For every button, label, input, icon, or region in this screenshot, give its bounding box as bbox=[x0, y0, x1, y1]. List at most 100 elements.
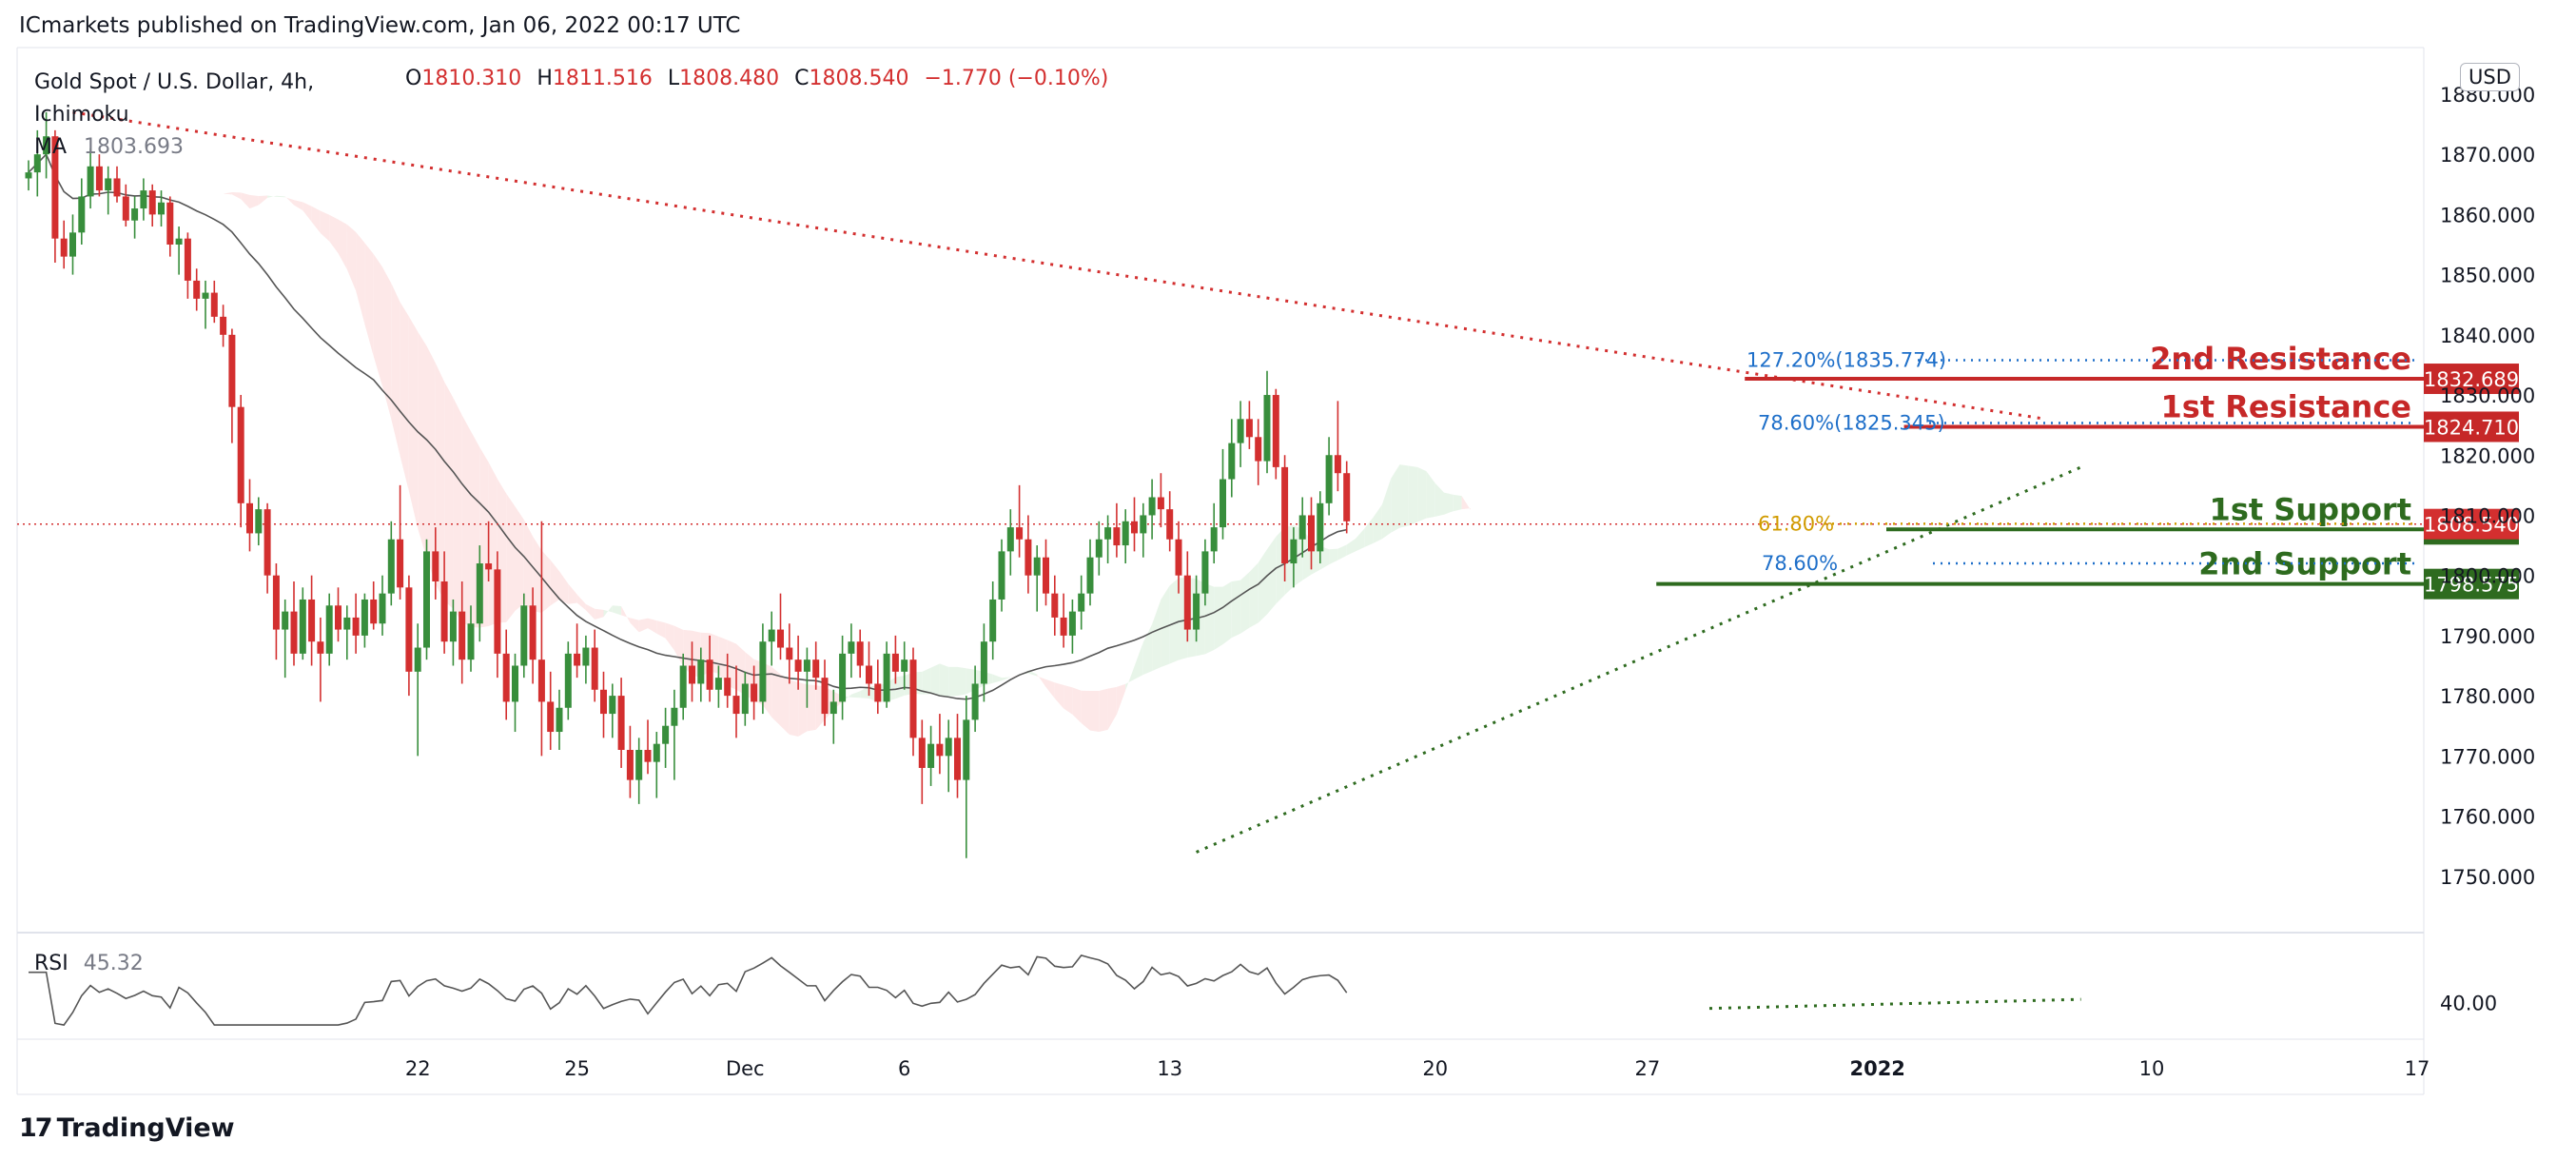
ma-row[interactable]: MA 1803.693 bbox=[34, 131, 314, 164]
candle-body bbox=[405, 587, 413, 672]
cloud-segment bbox=[453, 397, 462, 622]
candlesticks bbox=[25, 111, 1351, 858]
candle bbox=[732, 665, 740, 738]
candle bbox=[529, 587, 537, 684]
cloud-segment bbox=[1356, 528, 1365, 552]
candle bbox=[78, 178, 86, 245]
candle bbox=[105, 166, 112, 215]
ichimoku-label[interactable]: Ichimoku bbox=[34, 103, 129, 127]
candle bbox=[821, 659, 829, 726]
candle bbox=[1183, 551, 1191, 642]
candle-body bbox=[998, 551, 1005, 600]
cloud-segment bbox=[850, 691, 861, 699]
candle-body bbox=[1113, 527, 1121, 546]
rsi-legend[interactable]: RSI 45.32 bbox=[34, 952, 144, 975]
candle bbox=[449, 599, 457, 666]
candle-body bbox=[1175, 539, 1182, 576]
cloud-segment bbox=[576, 594, 586, 611]
candle bbox=[1122, 509, 1129, 564]
candle-body bbox=[1220, 479, 1226, 528]
candle bbox=[308, 575, 316, 666]
candle bbox=[60, 220, 68, 269]
cloud-segment bbox=[895, 676, 905, 699]
cloud-segment bbox=[1461, 496, 1471, 510]
candle-body bbox=[1086, 557, 1094, 594]
candle bbox=[467, 605, 475, 672]
candle-body bbox=[1140, 515, 1147, 534]
currency-button[interactable]: USD bbox=[2460, 63, 2520, 91]
cloud-segment bbox=[603, 605, 613, 618]
cloud-segment bbox=[179, 175, 188, 192]
candle-body bbox=[449, 611, 457, 642]
price-tick-label: 1760.000 bbox=[2440, 806, 2535, 829]
candle-body bbox=[246, 502, 253, 534]
candle-body bbox=[255, 509, 263, 534]
cloud-segment bbox=[1107, 686, 1117, 730]
candle bbox=[1131, 497, 1138, 552]
cloud-segment bbox=[506, 493, 516, 622]
candle bbox=[485, 521, 493, 581]
candle bbox=[803, 647, 810, 708]
candle bbox=[140, 178, 147, 221]
last-price-tag-text: 1808.540 bbox=[2424, 514, 2519, 537]
candle bbox=[945, 719, 952, 793]
candle-body bbox=[591, 647, 598, 690]
candle bbox=[1245, 401, 1253, 449]
cloud-segment bbox=[249, 194, 259, 209]
candle bbox=[883, 641, 890, 708]
candle bbox=[440, 551, 448, 654]
cloud-segment bbox=[1099, 688, 1108, 733]
cloud-segment bbox=[1249, 562, 1259, 628]
candle bbox=[122, 184, 129, 227]
candle-body bbox=[918, 738, 926, 768]
cloud-segment bbox=[391, 283, 400, 456]
level-price-tag bbox=[2424, 568, 2519, 600]
candle bbox=[263, 502, 271, 594]
candle-body bbox=[432, 551, 439, 581]
candle-body bbox=[564, 653, 572, 708]
cloud-segment bbox=[1054, 682, 1064, 709]
cloud-segment bbox=[1417, 466, 1427, 522]
cloud-segment bbox=[656, 620, 666, 639]
cloud-segment bbox=[523, 520, 534, 611]
candle bbox=[706, 635, 713, 702]
candle bbox=[193, 268, 201, 311]
tradingview-logo[interactable]: 17 TradingView bbox=[19, 1113, 235, 1143]
cloud-segment bbox=[1037, 674, 1046, 687]
candle-body bbox=[741, 683, 749, 715]
candle bbox=[874, 659, 882, 715]
candle bbox=[405, 575, 413, 697]
cloud-segment bbox=[1444, 492, 1454, 515]
ma-line bbox=[28, 152, 1347, 700]
candle-body bbox=[282, 611, 289, 630]
candle-body bbox=[529, 605, 537, 660]
candle-body bbox=[202, 292, 209, 299]
rsi-line bbox=[29, 954, 1348, 1026]
cloud-segment bbox=[418, 331, 427, 559]
candle bbox=[954, 714, 961, 798]
candle-body bbox=[1131, 521, 1138, 534]
cloud-segment bbox=[1002, 677, 1011, 681]
cloud-segment bbox=[302, 202, 312, 223]
time-axis[interactable]: 22 25 Dec 6 13 20 27 2022 10 17 bbox=[405, 1057, 2430, 1080]
candle-body bbox=[1237, 419, 1244, 443]
cloud-segment bbox=[541, 550, 551, 614]
trendline-ascending-support bbox=[1196, 465, 2082, 854]
cloud-segment bbox=[515, 506, 524, 611]
cloud-segment bbox=[338, 219, 347, 269]
candle-body bbox=[547, 701, 555, 733]
cloud-segment bbox=[585, 603, 595, 620]
candle bbox=[547, 671, 555, 750]
symbol-title[interactable]: Gold Spot / U.S. Dollar, 4h, bbox=[34, 70, 315, 94]
candle-body bbox=[158, 202, 165, 215]
candle bbox=[891, 635, 899, 684]
cloud-segment bbox=[267, 195, 277, 198]
price-tick-label: 1860.000 bbox=[2440, 204, 2535, 226]
rsi-value: 45.32 bbox=[83, 952, 144, 975]
candle-body bbox=[759, 641, 767, 702]
candle bbox=[282, 599, 289, 679]
candle-body bbox=[1255, 437, 1262, 462]
candle bbox=[325, 593, 333, 666]
price-axis[interactable]: 1750.000 1760.000 1770.000 1780.000 1790.000… bbox=[2440, 84, 2535, 889]
